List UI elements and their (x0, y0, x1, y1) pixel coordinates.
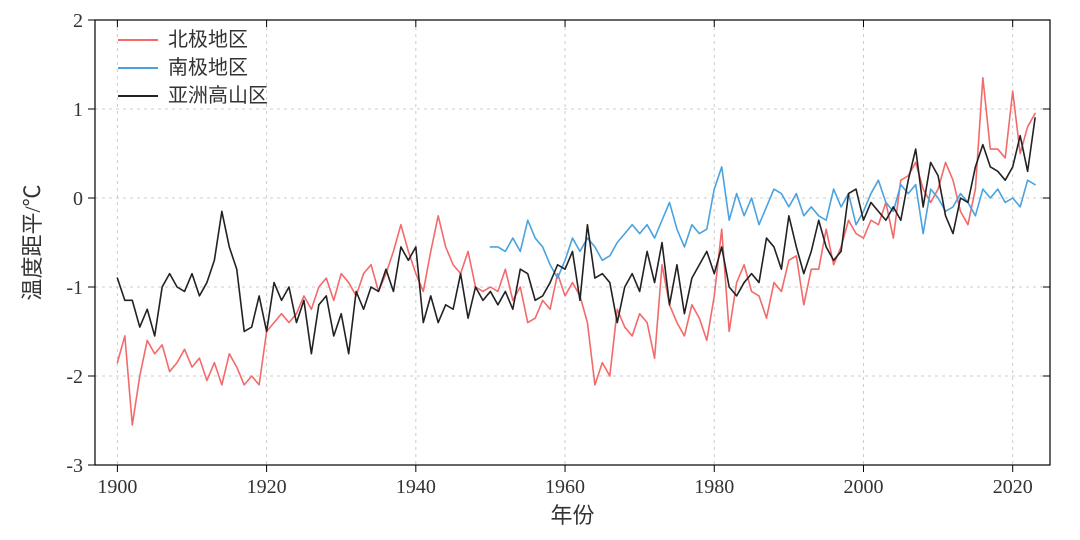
temperature-anomaly-chart: 1900 1920 1940 1960 1980 2000 2020 年份 -3 -2 -1 0 1 2 温… (0, 0, 1080, 540)
x-axis-title: 年份 (550, 503, 594, 528)
x-tick-label: 2000 (843, 476, 883, 498)
legend-label: 亚洲高山区 (168, 84, 268, 107)
y-tick-label: 0 (73, 188, 83, 210)
x-tick-label: 1940 (396, 476, 436, 498)
legend: 北极地区南极地区亚洲高山区 (118, 28, 268, 107)
legend-label: 北极地区 (168, 28, 248, 51)
x-tick-label: 2020 (993, 476, 1033, 498)
y-axis-title: 温度距平/℃ (20, 184, 45, 300)
y-tick-label: 2 (73, 10, 83, 32)
legend-label: 南极地区 (168, 56, 248, 79)
y-tick-label: -1 (66, 277, 83, 299)
chart-bg (0, 0, 1080, 540)
y-tick-label: -3 (66, 455, 83, 477)
x-tick-label: 1920 (247, 476, 287, 498)
y-tick-label: 1 (73, 99, 83, 121)
y-tick-label: -2 (66, 366, 83, 388)
x-tick-label: 1960 (545, 476, 585, 498)
x-tick-label: 1980 (694, 476, 734, 498)
x-tick-label: 1900 (97, 476, 137, 498)
